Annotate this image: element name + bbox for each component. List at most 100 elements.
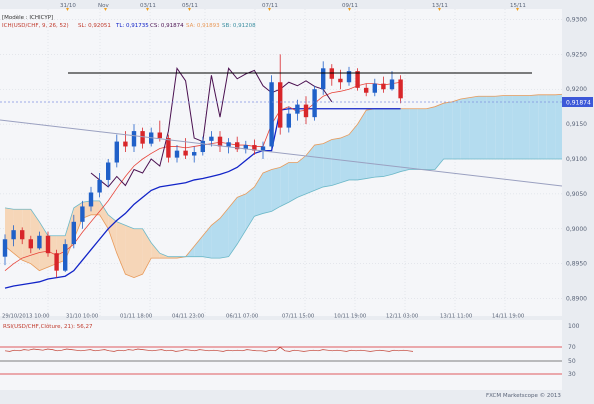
cloud-segment — [228, 197, 238, 257]
cloud-segment — [288, 162, 298, 203]
candle-body — [372, 83, 377, 93]
cloud-segment — [39, 221, 48, 271]
top-date-label: 03/11 — [140, 3, 156, 9]
bottom-date-label: 04/11 23:00 — [172, 314, 205, 320]
cloud-segment — [151, 242, 160, 259]
bottom-date-label: 31/10 10:00 — [66, 314, 99, 320]
candle-body — [123, 141, 128, 147]
event-marker — [188, 8, 191, 11]
cloud-segment — [366, 108, 375, 179]
candle-body — [192, 152, 197, 156]
cloud-segment — [495, 95, 504, 160]
rsi-plot-area[interactable] — [0, 320, 562, 390]
candle-body — [338, 78, 343, 83]
trendline[interactable] — [0, 119, 563, 187]
rsi-label: RSI(USD/CHF,Clôture, 21): 56,27 — [3, 323, 93, 330]
candle-body — [355, 71, 360, 88]
rsi-axis-100: 100 — [568, 323, 580, 330]
candle-body — [312, 89, 317, 118]
candle-body — [321, 68, 326, 90]
rsi-axis-50: 50 — [568, 358, 576, 365]
cloud-segment — [503, 95, 513, 160]
candle-body — [37, 235, 42, 249]
candle-body — [226, 142, 231, 147]
footer-copyright: FXCM Marketscope © 2013 — [486, 392, 561, 399]
candle-body — [88, 192, 94, 207]
cloud-segment — [194, 235, 203, 257]
candle-body — [2, 239, 8, 257]
cloud-segment — [452, 99, 461, 160]
price-label: 0,9300 — [566, 16, 587, 23]
candle-body — [80, 206, 85, 222]
event-marker — [104, 8, 107, 11]
cloud-segment — [125, 225, 134, 278]
candle-body — [140, 131, 145, 144]
cloud-segment — [30, 209, 40, 271]
price-label: 0,9150 — [566, 121, 587, 128]
event-marker — [438, 8, 441, 11]
cloud-segment — [22, 209, 31, 264]
cloud-segment — [349, 124, 358, 180]
candle-body — [131, 131, 137, 147]
cloud-segment — [426, 106, 435, 170]
candle-body — [295, 104, 300, 114]
bottom-date-label: 06/11 07:00 — [226, 314, 259, 320]
cloud-segment — [392, 108, 401, 175]
price-label: 0,8950 — [566, 261, 587, 268]
candle-body — [329, 68, 334, 79]
candle-body — [389, 79, 395, 90]
cloud-segment — [340, 134, 349, 183]
top-date-axis: 31/10 Nov 03/11 05/11 07/11 09/11 13/11 15/11 — [60, 3, 526, 11]
event-marker — [146, 8, 149, 11]
cloud-segment — [555, 94, 564, 160]
cloud-segment — [383, 108, 392, 177]
candle-body — [97, 179, 102, 193]
cloud-segment — [142, 228, 152, 275]
cloud-segment — [134, 228, 143, 278]
cloud-segment — [486, 96, 496, 160]
bottom-date-label: 07/11 15:00 — [282, 314, 315, 320]
price-label: 0,8900 — [566, 296, 587, 303]
rsi-polyline — [4, 346, 414, 352]
candle-body — [217, 136, 223, 147]
candle-body — [200, 140, 205, 153]
candle-body — [63, 244, 68, 271]
cloud-segment — [263, 169, 272, 214]
cloud-segment — [220, 207, 229, 259]
rsi-axis-30: 30 — [568, 371, 576, 378]
candle-body — [106, 162, 111, 180]
candle-body — [346, 71, 352, 83]
cloud-segment — [521, 95, 530, 160]
cloud-segment — [374, 108, 384, 178]
candle-body — [269, 82, 274, 147]
candle-body — [20, 230, 25, 240]
cloud-segment — [108, 214, 117, 254]
price-plot-area[interactable] — [0, 9, 562, 316]
bottom-date-label: 01/11 18:00 — [120, 314, 153, 320]
cloud-segment — [546, 94, 556, 160]
price-label: 0,9250 — [566, 51, 587, 58]
cloud-segment — [314, 143, 324, 191]
price-axis[interactable] — [562, 9, 594, 316]
candle-body — [114, 141, 119, 163]
indicator-label: ICH(USD/CHF, 9, 26, 52) — [2, 23, 69, 29]
chikou-span — [90, 66, 333, 188]
price-label: 0,9100 — [566, 156, 587, 163]
kijun-sen — [4, 108, 401, 289]
price-label: 0,9050 — [566, 191, 587, 198]
candle-body — [252, 145, 257, 151]
cloud-segment — [116, 221, 126, 275]
candle-body — [286, 113, 291, 128]
senkou-span-a — [4, 93, 565, 279]
cloud-segment — [99, 200, 109, 229]
event-marker — [516, 8, 519, 11]
cloud-segment — [400, 108, 410, 172]
top-date-label: 05/11 — [182, 3, 198, 9]
candle-body — [235, 142, 240, 150]
rsi-axis-70: 70 — [568, 344, 576, 351]
candle-body — [303, 104, 309, 118]
top-date-label: 31/10 — [60, 3, 76, 9]
candle-body — [364, 87, 369, 93]
candlesticks — [2, 54, 403, 278]
